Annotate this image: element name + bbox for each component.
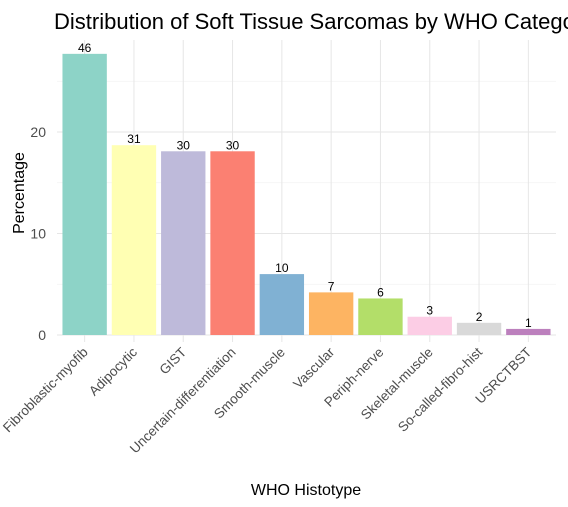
bar — [407, 316, 452, 335]
bar-data-label: 30 — [177, 138, 191, 152]
y-axis-title: Percentage — [11, 152, 28, 234]
bar-labels: 46 31 30 30 10 7 6 3 2 1 — [78, 41, 532, 330]
x-tick-label: So-called-fibro-hist — [395, 344, 485, 434]
x-tick-label: Vascular — [290, 344, 337, 391]
x-tick-label: Fibroblastic-myofib — [0, 345, 91, 436]
bar-data-label: 1 — [525, 316, 532, 330]
bar-data-label: 31 — [127, 132, 141, 146]
y-axis-ticks: 0 10 20 — [30, 124, 46, 343]
bars — [62, 53, 551, 335]
y-tick-label: 0 — [38, 327, 46, 343]
x-axis-title: WHO Histotype — [251, 482, 361, 499]
bar — [161, 151, 206, 335]
grid — [57, 40, 556, 342]
bar-data-label: 30 — [226, 138, 240, 152]
bar — [210, 151, 255, 335]
bar — [456, 322, 502, 335]
bar-data-label: 10 — [275, 261, 289, 275]
y-tick-label: 10 — [30, 226, 46, 242]
bar — [111, 145, 157, 335]
y-tick-label: 20 — [30, 124, 46, 140]
bar-data-label: 46 — [78, 41, 92, 55]
bar-data-label: 2 — [476, 310, 483, 324]
bar — [62, 53, 107, 335]
x-tick-label: GIST — [156, 345, 189, 378]
bar-data-label: 6 — [377, 285, 384, 299]
x-tick-label: Adipocytic — [86, 344, 140, 398]
bar — [259, 274, 305, 335]
chart-title: Distribution of Soft Tissue Sarcomas by … — [54, 9, 568, 34]
bar — [506, 328, 551, 335]
bar — [308, 292, 354, 335]
bar — [358, 298, 403, 335]
bar-data-label: 7 — [328, 279, 335, 293]
bar-data-label: 3 — [426, 304, 433, 318]
